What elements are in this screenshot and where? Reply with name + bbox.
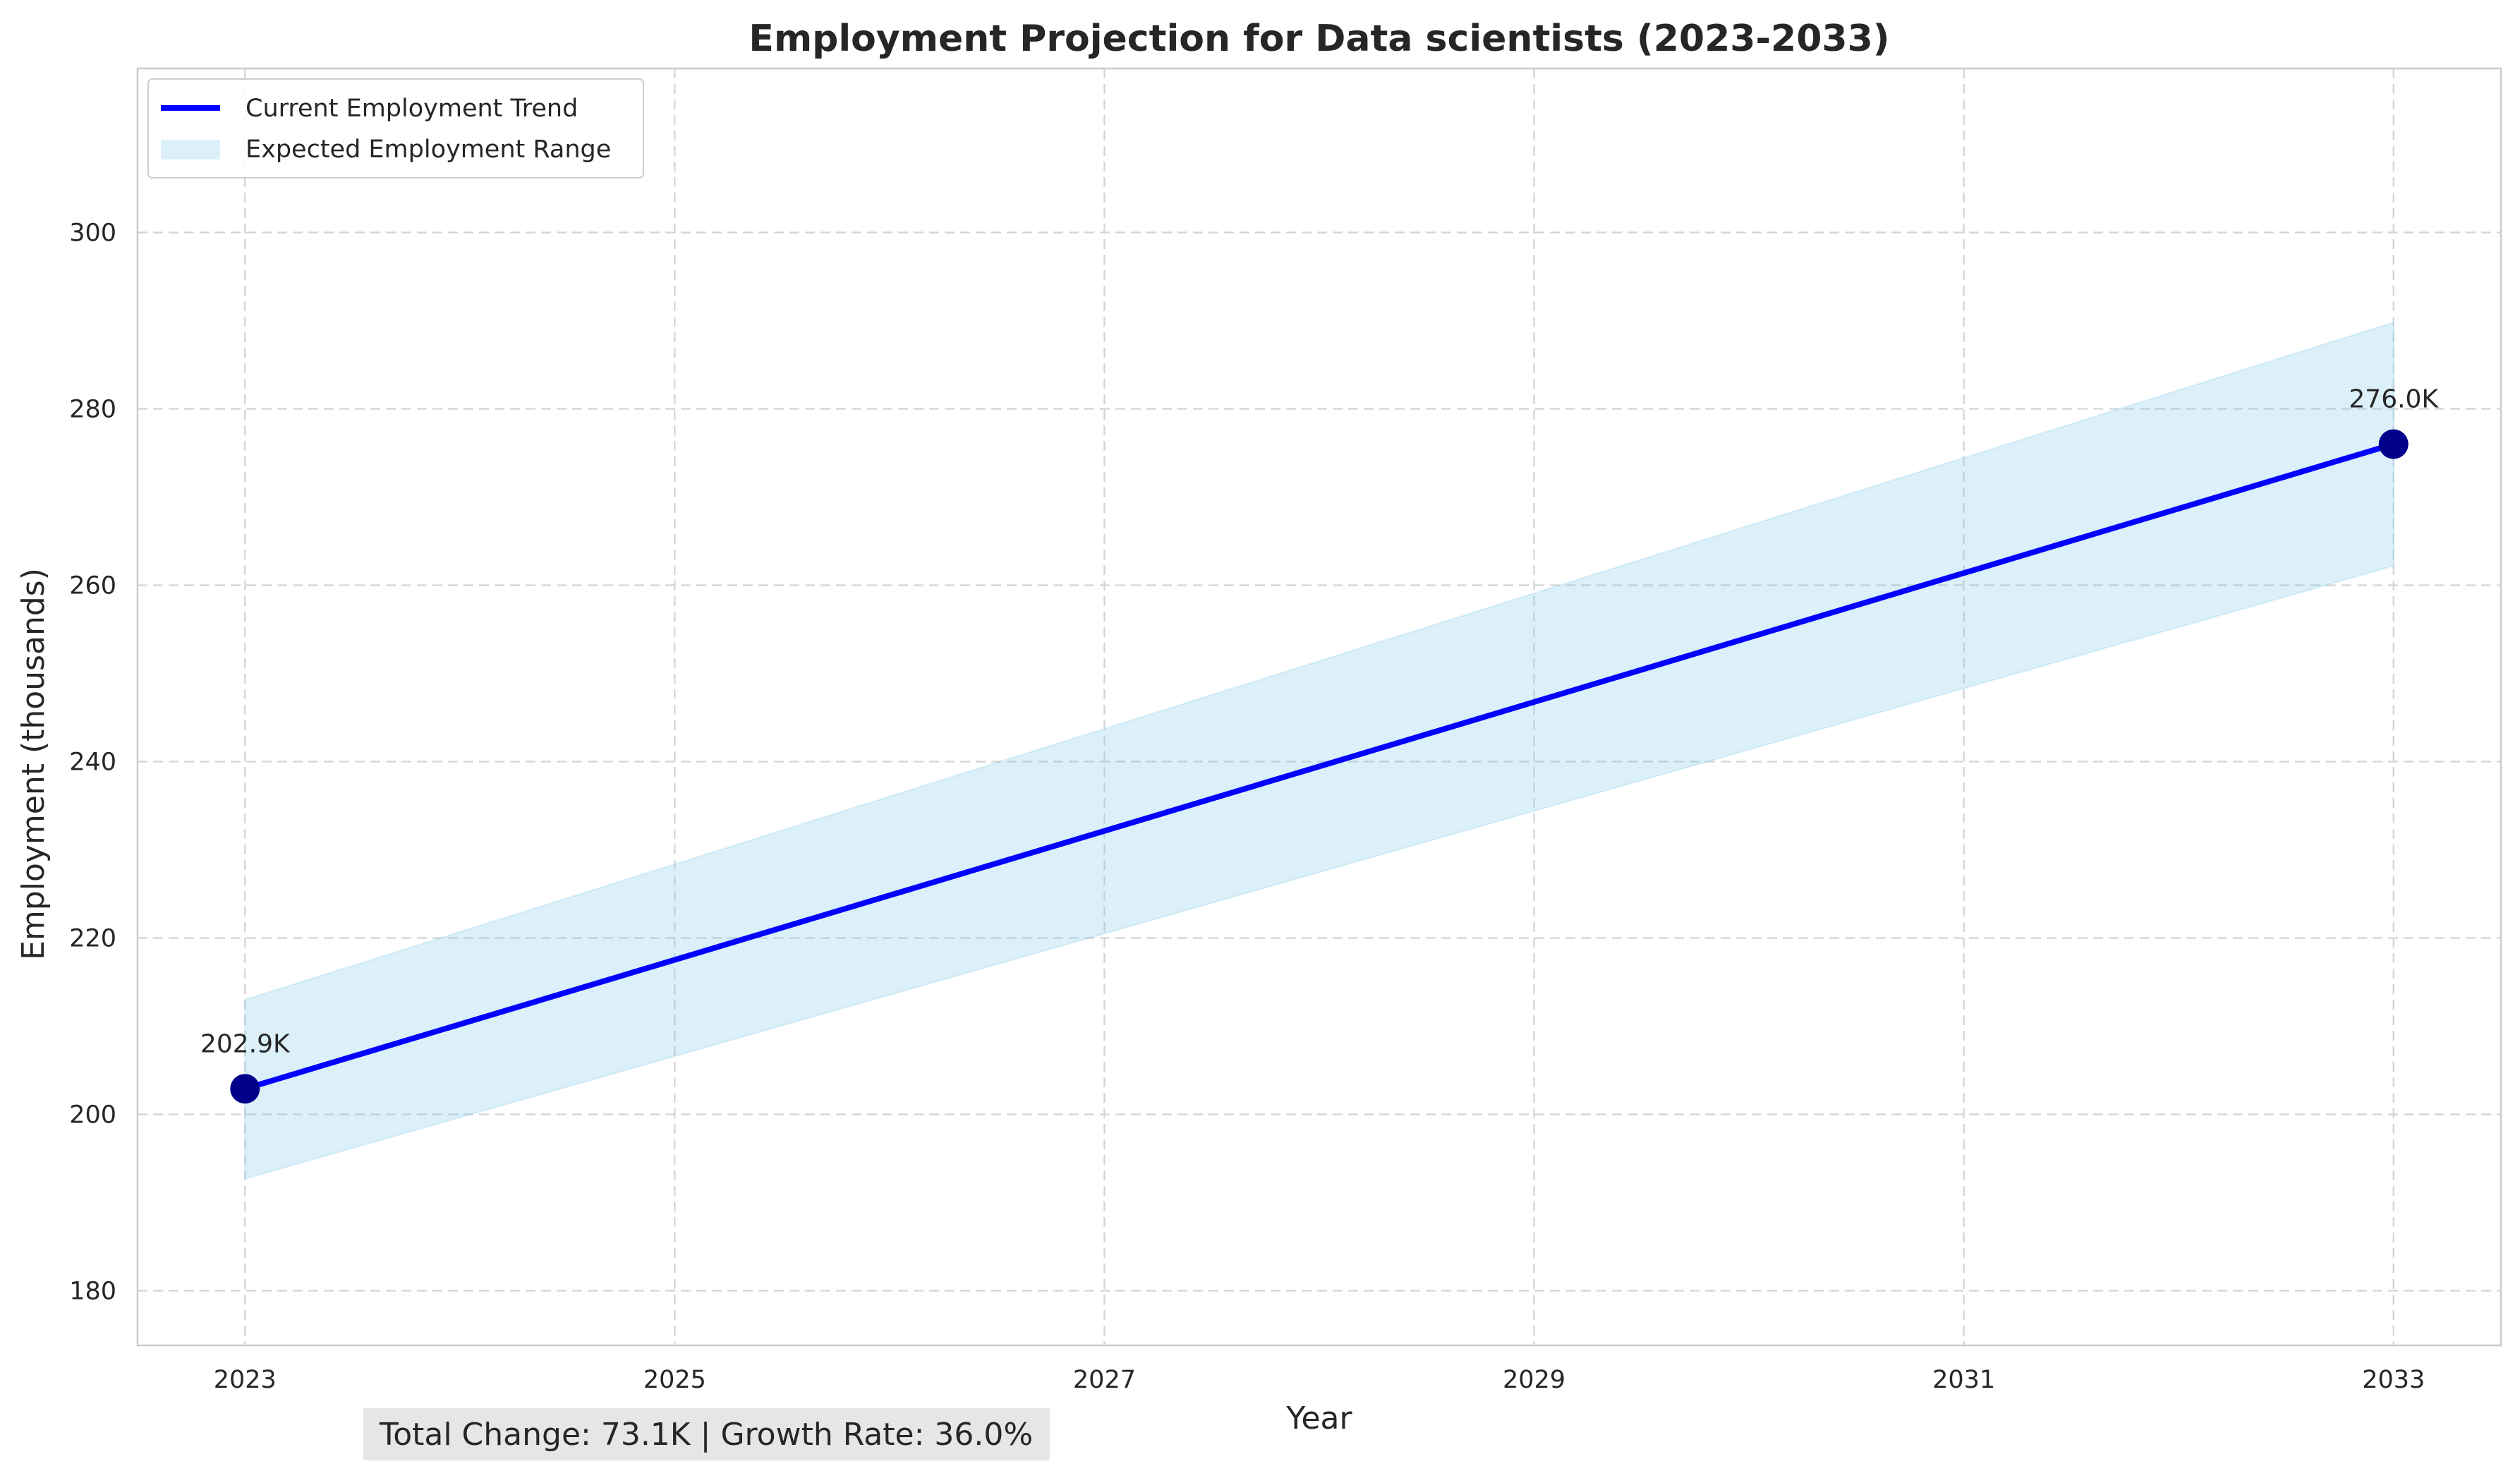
y-tick-label: 260 — [69, 572, 116, 600]
stats-box-background — [363, 1408, 1050, 1460]
x-tick-label: 2023 — [214, 1366, 277, 1394]
x-axis-ticks: 2023 2025 2027 2029 2031 2033 — [214, 1366, 2425, 1394]
stats-box: Total Change: 73.1K | Growth Rate: 36.0% — [363, 1408, 1050, 1460]
y-tick-label: 240 — [69, 749, 116, 777]
y-tick-label: 180 — [69, 1278, 116, 1306]
data-point-marker — [2378, 429, 2409, 459]
data-labels: 202.9K 276.0K — [200, 385, 2440, 1059]
data-point-marker — [230, 1074, 260, 1104]
current-employment-trend-line — [242, 441, 2397, 1092]
legend-swatch-band — [161, 140, 220, 159]
x-tick-label: 2031 — [1932, 1366, 1995, 1394]
y-axis-label: Employment (thousands) — [16, 568, 52, 960]
plot-background — [138, 68, 2501, 1345]
x-tick-label: 2027 — [1073, 1366, 1136, 1394]
plot-area: 202.9K 276.0K — [136, 67, 2502, 1347]
grid — [138, 68, 2501, 1345]
legend-label: Expected Employment Range — [246, 135, 611, 164]
x-axis-label: Year — [1285, 1400, 1352, 1436]
y-tick-label: 220 — [69, 925, 116, 953]
y-tick-label: 280 — [69, 396, 116, 424]
x-tick-label: 2029 — [1503, 1366, 1565, 1394]
current-employment-trend-series — [242, 441, 2397, 1092]
stats-text: Total Change: 73.1K | Growth Rate: 36.0% — [379, 1417, 1033, 1453]
y-tick-label: 200 — [69, 1101, 116, 1130]
data-point-markers — [230, 429, 2409, 1104]
chart-title: Employment Projection for Data scientist… — [749, 18, 1889, 60]
y-axis-ticks: 180 200 220 240 260 280 300 — [69, 219, 116, 1306]
data-label: 202.9K — [200, 1029, 291, 1058]
expected-employment-range-band — [244, 321, 2394, 1180]
x-tick-label: 2033 — [2362, 1366, 2425, 1394]
data-label: 276.0K — [2349, 385, 2439, 414]
x-tick-label: 2025 — [643, 1366, 706, 1394]
legend-label: Current Employment Trend — [246, 95, 578, 123]
legend: Current Employment Trend Expected Employm… — [147, 78, 644, 178]
plot-frame — [136, 67, 2502, 1347]
legend-frame — [147, 78, 644, 178]
y-tick-label: 300 — [69, 219, 116, 248]
expected-employment-range-area — [244, 321, 2394, 1180]
